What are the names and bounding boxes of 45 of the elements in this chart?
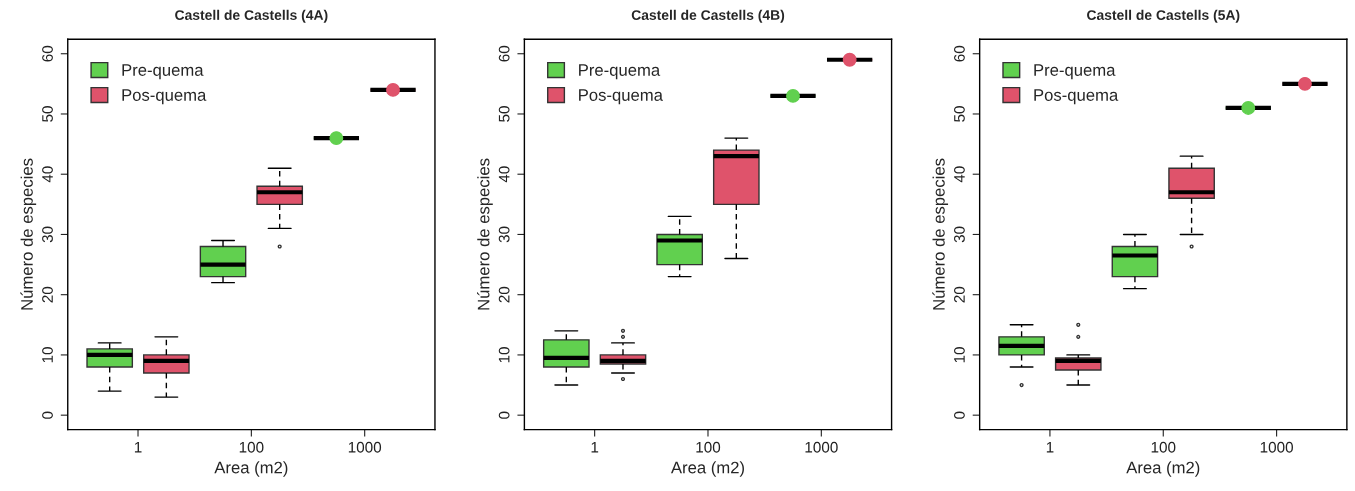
y-tick-label: 30 [954,226,965,243]
x-tick-label: 1 [1046,441,1054,453]
y-tick-label: 40 [498,166,510,183]
y-tick-label: 10 [954,347,965,363]
legend-label: Pos-quema [1034,89,1119,105]
y-tick-label: 20 [954,286,965,303]
y-tick-label: 20 [42,286,53,303]
y-axis-title: Número de especies [932,158,949,310]
chart-title: Castell de Castells (5A) [1087,9,1240,23]
legend-label: Pos-quema [579,89,663,105]
legend-label: Pre-quema [579,64,661,80]
x-tick-label: 1 [134,441,142,453]
y-axis-title: Número de especies [477,158,493,310]
y-tick-label: 10 [498,347,510,363]
x-tick-label: 100 [1151,441,1176,453]
y-tick-label: 60 [954,45,965,62]
y-tick-label: 20 [498,286,510,303]
x-tick-label: 1000 [348,441,382,453]
legend-label: Pre-quema [1034,64,1116,80]
legend-label: Pre-quema [122,64,204,80]
x-tick-label: 1 [591,441,599,453]
y-tick-label: 50 [498,106,510,122]
x-axis-title: Area (m2) [1126,461,1200,477]
y-tick-label: 30 [498,226,510,243]
y-tick-label: 10 [42,347,53,363]
y-tick-label: 30 [42,226,53,243]
x-tick-label: 100 [696,441,721,453]
chart-title: Castell de Castells (4B) [631,9,785,23]
y-tick-label: 50 [42,106,53,122]
y-tick-label: 60 [498,45,510,62]
x-axis-title: Area (m2) [670,461,744,477]
y-tick-label: 0 [498,411,510,419]
y-axis-title: Número de especies [20,158,37,310]
y-tick-label: 50 [954,106,965,122]
y-tick-label: 40 [42,166,53,183]
legend-label: Pos-quema [122,89,207,105]
x-tick-label: 100 [239,441,264,453]
x-axis-title: Area (m2) [214,461,288,477]
chart-title: Castell de Castells (4A) [175,9,328,23]
y-tick-label: 0 [42,411,53,419]
y-tick-label: 40 [954,166,965,183]
y-tick-label: 60 [42,45,53,62]
y-tick-label: 0 [954,411,965,419]
x-tick-label: 1000 [805,441,838,453]
x-tick-label: 1000 [1260,441,1293,453]
